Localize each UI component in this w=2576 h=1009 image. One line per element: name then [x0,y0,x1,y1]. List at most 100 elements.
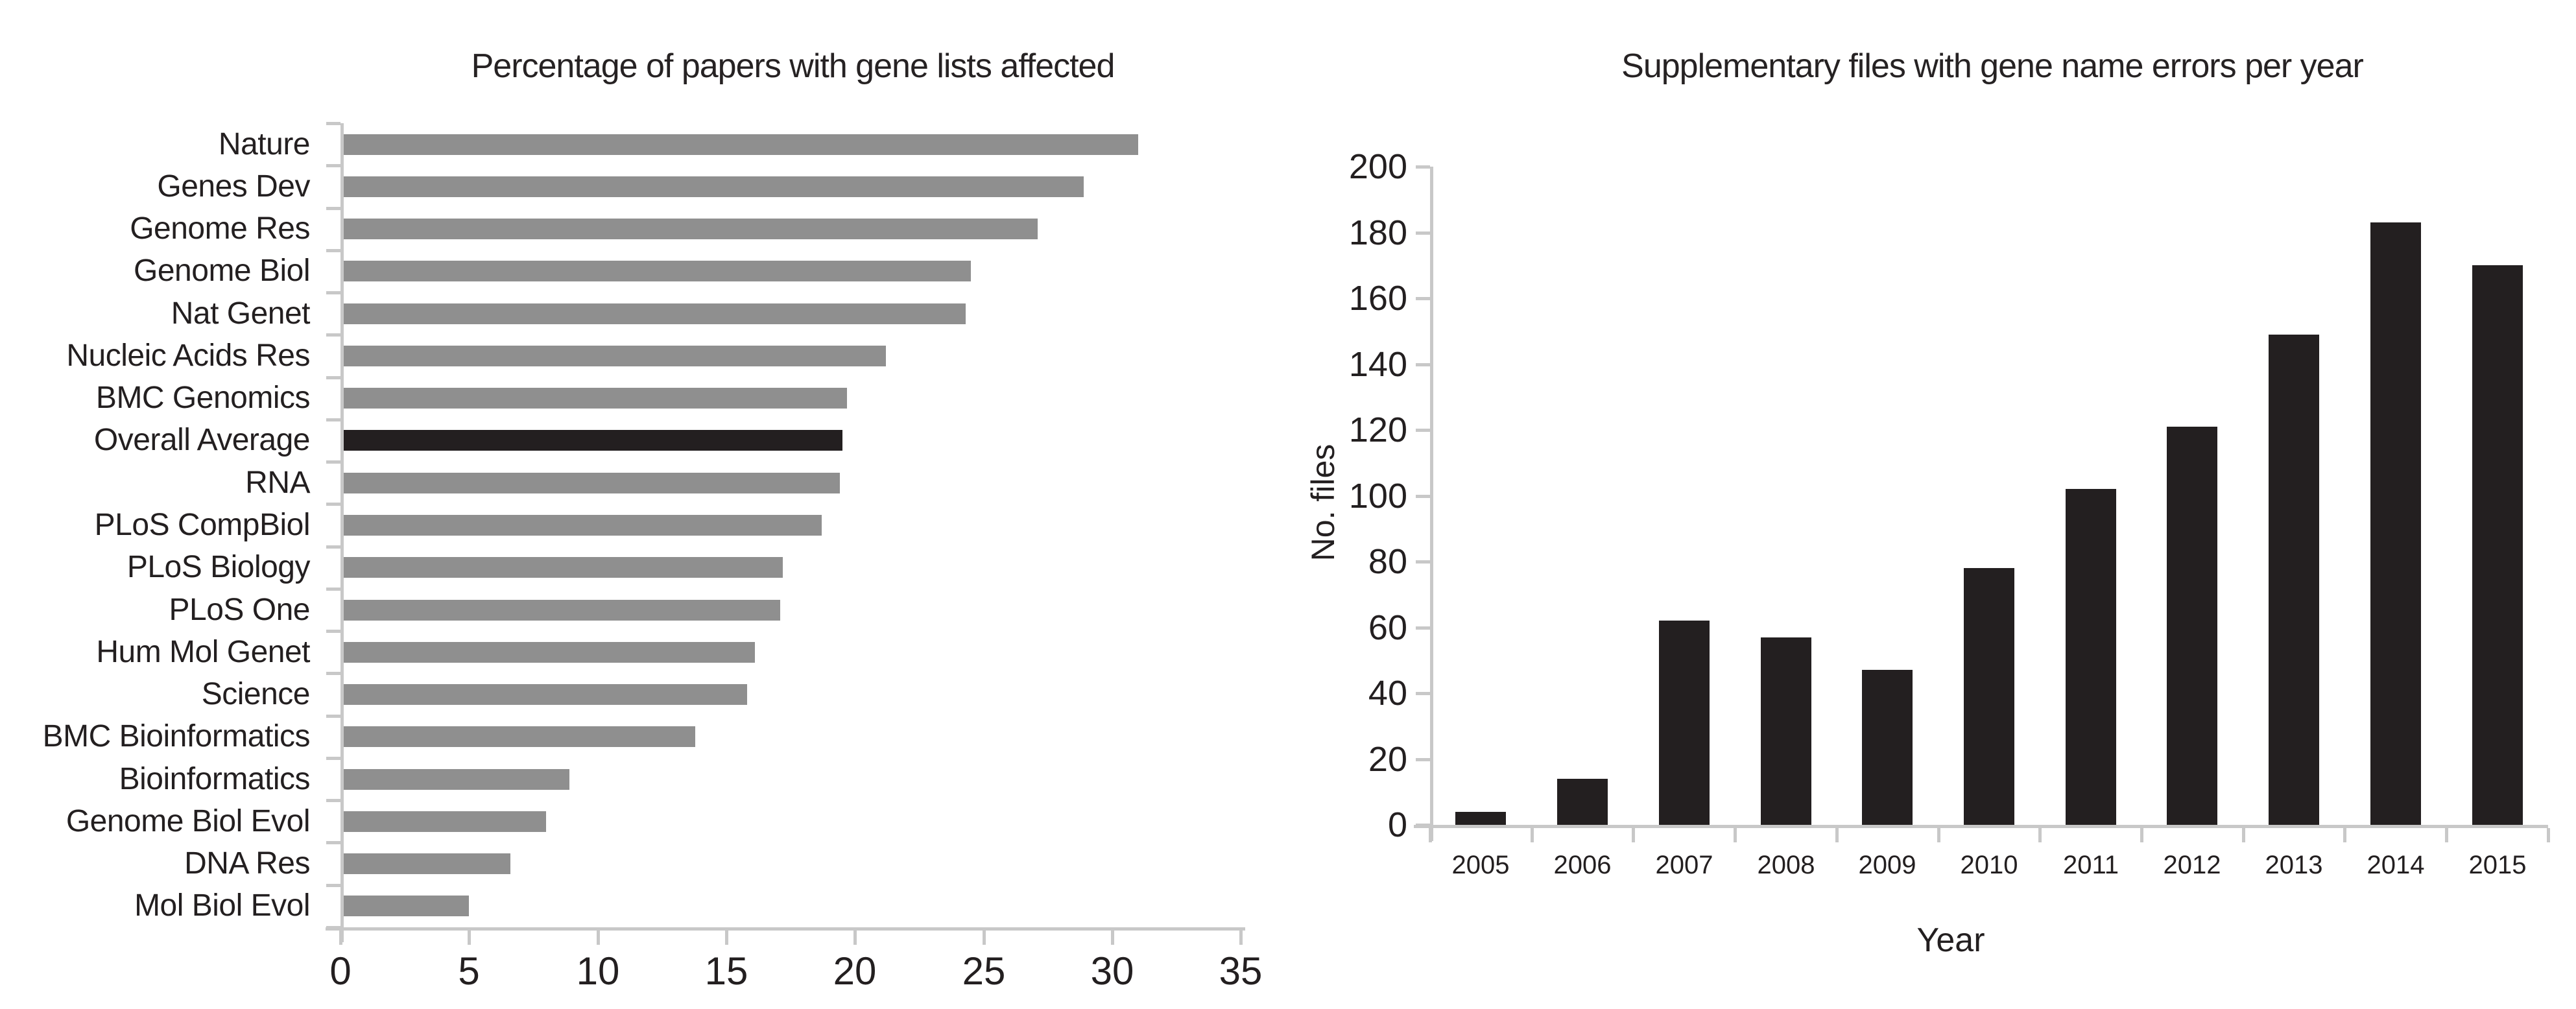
bar-mol-biol-evol [344,896,469,916]
x-tick-label-2005: 2005 [1451,851,1510,879]
y-tick-label: 180 [1348,213,1407,252]
category-label-plos-compbiol: PLoS CompBiol [94,508,311,542]
category-label-plos-one: PLoS One [169,593,311,627]
x-tick-label-2011: 2011 [2062,851,2119,879]
y-tick-label: 20 [1368,740,1407,779]
x-axis-tick [2038,828,2042,842]
y-axis-tick [326,672,340,675]
y-axis-tick [326,799,340,802]
category-label-hum-mol-genet: Hum Mol Genet [96,635,310,669]
x-axis-tick [1937,828,1940,842]
y-axis-tick [1416,165,1430,169]
x-tick-label-2014: 2014 [2367,851,2425,879]
bar-2007 [1659,621,1710,825]
y-axis-tick [326,333,340,337]
x-axis-tick [853,931,857,945]
x-axis-tick [1239,931,1243,945]
x-tick-label-2007: 2007 [1655,851,1713,879]
category-label-mol-biol-evol: Mol Biol Evol [134,888,310,923]
bar-plos-biology [344,557,783,578]
y-tick-label: 200 [1348,147,1407,186]
x-tick-label-2013: 2013 [2265,851,2323,879]
bar-2010 [1964,568,2014,825]
y-axis-tick [1416,297,1430,300]
x-tick-label-2015: 2015 [2468,851,2527,879]
x-axis-tick [1429,828,1432,842]
chart-title-papers-affected: Percentage of papers with gene lists aff… [471,47,1115,85]
x-axis-line [326,927,1245,931]
x-tick-label: 5 [458,949,480,993]
y-axis-tick [1416,231,1430,235]
bar-plos-one [344,600,780,621]
bar-2014 [2370,222,2421,825]
bar-genome-biol-evol [344,811,546,832]
y-axis-tick [326,418,340,421]
y-axis-tick [326,841,340,844]
y-axis-tick [326,715,340,718]
y-tick-label: 40 [1368,674,1407,713]
x-tick-label: 30 [1090,949,1134,993]
y-axis-tick [1416,626,1430,630]
category-label-science: Science [201,677,311,711]
x-tick-label-2006: 2006 [1553,851,1612,879]
y-axis-line [1430,167,1433,841]
bar-nature [344,134,1138,155]
y-axis-tick [1416,824,1430,827]
bar-2013 [2269,335,2319,825]
bar-rna [344,473,840,493]
x-tick-label: 10 [576,949,620,993]
category-label-nat-genet: Nat Genet [171,296,311,331]
x-axis-tick [2445,828,2448,842]
x-tick-label-2008: 2008 [1757,851,1815,879]
x-axis-tick [1111,931,1114,945]
bar-dna-res [344,853,510,874]
y-axis-tick [1416,758,1430,761]
category-label-bmc-bioinformatics: BMC Bioinformatics [42,719,311,754]
category-label-bmc-genomics: BMC Genomics [95,381,311,415]
category-label-nature: Nature [218,127,311,161]
bar-genome-res [344,219,1038,239]
category-label-overall-average: Overall Average [93,423,311,457]
y-axis-tick [326,249,340,252]
y-axis-tick [326,122,340,125]
bar-genes-dev [344,176,1084,197]
x-axis-tick [2242,828,2245,842]
y-axis-tick [326,926,340,929]
y-tick-label: 100 [1348,477,1407,516]
bar-nat-genet [344,303,966,324]
bar-2006 [1557,779,1608,825]
y-axis-tick [326,884,340,887]
y-axis-tick [1416,495,1430,498]
y-axis-tick [1416,363,1430,366]
category-label-genome-biol: Genome Biol [134,254,310,288]
chart-title-files-per-year: Supplementary files with gene name error… [1621,47,2364,85]
x-axis-tick [468,931,471,945]
bar-overall-average [344,430,842,451]
category-label-genome-res: Genome Res [130,211,310,246]
bar-2012 [2167,427,2217,825]
bar-genome-biol [344,261,971,281]
bar-2005 [1455,812,1506,825]
x-tick-label: 0 [329,949,352,993]
y-axis-line [340,123,344,942]
bar-2015 [2472,265,2523,825]
bar-2011 [2066,489,2116,825]
x-tick-label-2012: 2012 [2163,851,2221,879]
y-tick-label: 160 [1348,279,1407,318]
y-tick-label: 140 [1348,345,1407,384]
y-tick-label: 120 [1348,410,1407,449]
bar-nucleic-acids-res [344,346,886,366]
x-axis-tick [983,931,986,945]
y-axis-tick [1416,429,1430,432]
bar-plos-compbiol [344,515,822,536]
bar-2009 [1862,670,1913,825]
y-tick-label: 80 [1368,542,1407,581]
y-axis-tick [326,757,340,760]
bar-hum-mol-genet [344,642,755,663]
x-axis-tick [725,931,728,945]
bar-bioinformatics [344,769,569,790]
x-axis-line [1414,825,2548,828]
x-axis-tick [339,931,342,945]
